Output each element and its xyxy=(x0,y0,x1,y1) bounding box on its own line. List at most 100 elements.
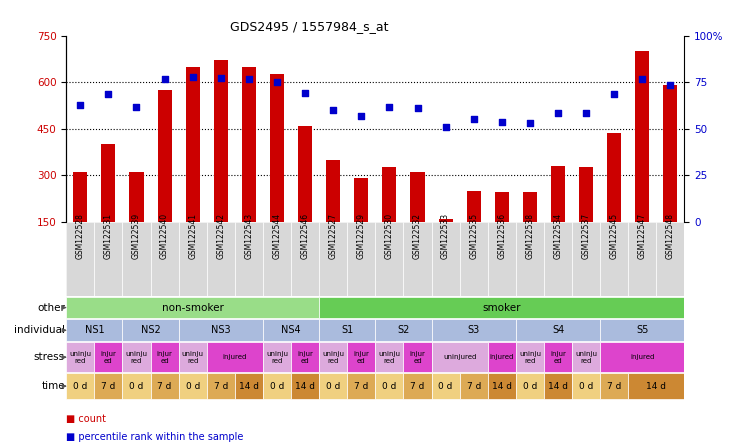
Bar xyxy=(431,222,460,296)
Bar xyxy=(263,222,291,296)
Text: 7 d: 7 d xyxy=(102,382,116,391)
Point xyxy=(215,75,227,82)
Text: smoker: smoker xyxy=(483,302,521,313)
Point xyxy=(552,110,564,117)
Bar xyxy=(74,172,88,222)
Bar xyxy=(291,373,319,399)
Text: individual: individual xyxy=(14,325,65,335)
Text: ■ count: ■ count xyxy=(66,414,106,424)
Text: injured: injured xyxy=(489,354,514,360)
Bar xyxy=(235,373,263,399)
Bar xyxy=(213,60,228,222)
Bar xyxy=(66,342,94,372)
Text: 14 d: 14 d xyxy=(492,382,512,391)
Text: 14 d: 14 d xyxy=(295,382,315,391)
Point xyxy=(271,79,283,86)
Text: other: other xyxy=(37,302,65,313)
Bar xyxy=(179,342,207,372)
Text: time: time xyxy=(41,381,65,391)
Bar xyxy=(635,51,649,222)
Bar xyxy=(375,319,431,341)
Text: 0 d: 0 d xyxy=(130,382,144,391)
Text: GSM122527: GSM122527 xyxy=(329,213,338,259)
Bar xyxy=(326,160,340,222)
Bar xyxy=(94,373,122,399)
Text: GSM122532: GSM122532 xyxy=(413,213,422,259)
Bar xyxy=(467,190,481,222)
Bar xyxy=(375,222,403,296)
Bar xyxy=(544,373,572,399)
Bar xyxy=(122,342,151,372)
Text: GSM122539: GSM122539 xyxy=(132,213,141,259)
Bar xyxy=(291,222,319,296)
Bar xyxy=(298,126,312,222)
Text: 0 d: 0 d xyxy=(73,382,88,391)
Bar xyxy=(516,342,544,372)
Bar xyxy=(291,342,319,372)
Text: NS2: NS2 xyxy=(141,325,160,335)
Bar xyxy=(122,373,151,399)
Bar xyxy=(516,319,600,341)
Bar xyxy=(572,222,600,296)
Bar xyxy=(544,342,572,372)
Point xyxy=(74,102,86,109)
Text: GSM122548: GSM122548 xyxy=(666,213,675,259)
Bar xyxy=(663,85,677,222)
Text: GSM122542: GSM122542 xyxy=(216,213,225,259)
Bar xyxy=(66,222,94,296)
Text: GSM122531: GSM122531 xyxy=(104,213,113,259)
Bar xyxy=(242,67,256,222)
Bar xyxy=(431,342,488,372)
Text: 7 d: 7 d xyxy=(213,382,228,391)
Text: 0 d: 0 d xyxy=(185,382,200,391)
Bar xyxy=(235,222,263,296)
Text: GSM122541: GSM122541 xyxy=(188,213,197,259)
Text: 7 d: 7 d xyxy=(158,382,171,391)
Text: NS4: NS4 xyxy=(281,325,301,335)
Text: 7 d: 7 d xyxy=(607,382,621,391)
Bar xyxy=(102,144,116,222)
Text: uninju
red: uninju red xyxy=(69,351,91,364)
Text: 0 d: 0 d xyxy=(579,382,593,391)
Text: stress: stress xyxy=(34,352,65,362)
Text: GSM122545: GSM122545 xyxy=(609,213,619,259)
Bar xyxy=(460,222,488,296)
Bar xyxy=(179,319,263,341)
Point xyxy=(300,89,311,96)
Point xyxy=(609,91,620,98)
Text: NS3: NS3 xyxy=(211,325,230,335)
Text: 14 d: 14 d xyxy=(646,382,666,391)
Text: non-smoker: non-smoker xyxy=(162,302,224,313)
Text: GSM122547: GSM122547 xyxy=(638,213,647,259)
Bar xyxy=(207,373,235,399)
Bar xyxy=(431,319,516,341)
Bar xyxy=(122,222,151,296)
Bar xyxy=(66,297,319,318)
Bar xyxy=(488,222,516,296)
Bar xyxy=(544,222,572,296)
Point xyxy=(159,75,171,83)
Text: GSM122534: GSM122534 xyxy=(553,213,562,259)
Text: 0 d: 0 d xyxy=(523,382,537,391)
Text: injur
ed: injur ed xyxy=(157,351,172,364)
Text: injured: injured xyxy=(630,354,654,360)
Text: 14 d: 14 d xyxy=(239,382,259,391)
Bar xyxy=(122,319,179,341)
Bar xyxy=(629,373,684,399)
Text: GSM122536: GSM122536 xyxy=(498,213,506,259)
Text: injur
ed: injur ed xyxy=(100,351,116,364)
Text: uninju
red: uninju red xyxy=(519,351,541,364)
Bar xyxy=(347,342,375,372)
Point xyxy=(243,75,255,83)
Bar xyxy=(185,67,199,222)
Bar xyxy=(460,373,488,399)
Text: S3: S3 xyxy=(467,325,480,335)
Text: uninju
red: uninju red xyxy=(378,351,400,364)
Text: 0 d: 0 d xyxy=(270,382,284,391)
Text: GSM122530: GSM122530 xyxy=(385,213,394,259)
Text: uninju
red: uninju red xyxy=(266,351,288,364)
Bar xyxy=(319,319,375,341)
Text: 0 d: 0 d xyxy=(439,382,453,391)
Bar xyxy=(94,222,122,296)
Bar xyxy=(151,342,179,372)
